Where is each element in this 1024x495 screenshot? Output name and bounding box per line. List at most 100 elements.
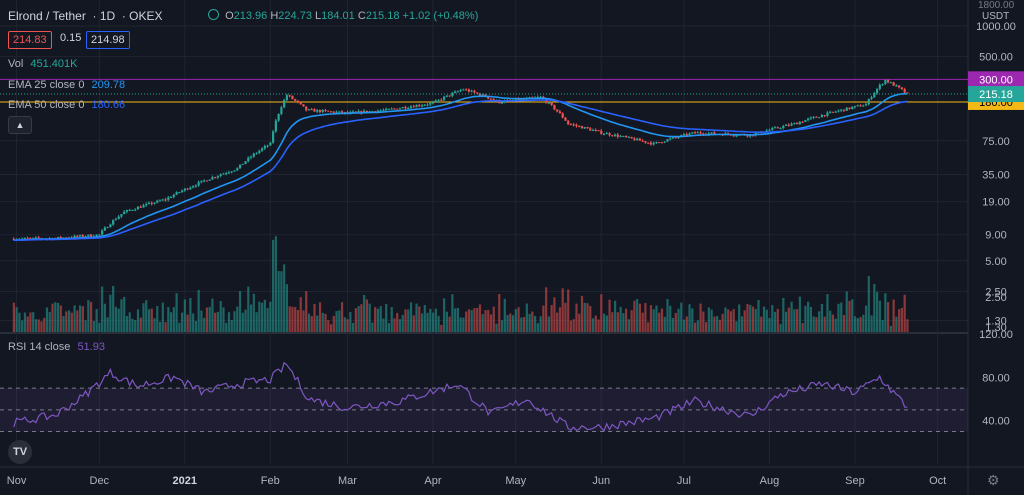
candle-body — [302, 104, 305, 107]
volume-bar — [511, 315, 515, 332]
volume-bar — [613, 300, 617, 332]
volume-bar — [200, 310, 203, 332]
candle-body — [214, 177, 217, 179]
candle-body — [164, 199, 167, 201]
candle-body — [638, 138, 642, 141]
candle-body — [732, 135, 735, 137]
candle-body — [608, 133, 611, 136]
candle-body — [600, 130, 603, 134]
candle-body — [820, 115, 824, 118]
volume-bar — [112, 285, 115, 332]
volume-bar — [285, 284, 289, 332]
volume-bar — [448, 316, 451, 332]
candle-body — [793, 123, 796, 125]
eye-icon[interactable] — [208, 9, 219, 20]
candle-body — [134, 209, 137, 211]
candle-body — [547, 102, 551, 104]
volume-bar — [768, 317, 771, 332]
volume-bar — [542, 305, 545, 332]
volume-bar — [360, 304, 363, 332]
volume-bar — [15, 307, 18, 332]
sell-price-button[interactable]: 214.83 — [8, 31, 52, 49]
candle-body — [109, 224, 112, 228]
symbol-title[interactable]: Elrond / Tether · 1D · OKEX — [8, 9, 163, 23]
candle-body — [203, 180, 206, 182]
ema50-legend[interactable]: EMA 50 close 0 180.66 — [8, 99, 125, 111]
candle-body — [677, 137, 680, 139]
candle-body — [291, 95, 294, 100]
volume-bar — [900, 307, 904, 332]
candle-body — [200, 180, 203, 183]
volume-bar — [67, 310, 71, 332]
volume-bar — [274, 236, 277, 332]
candle-body — [189, 187, 192, 190]
volume-bar — [713, 316, 716, 332]
candle-body — [285, 95, 289, 100]
candle-body — [161, 199, 164, 201]
volume-bar — [779, 324, 782, 332]
price-axis-label: 1000.00 — [976, 21, 1016, 33]
candle-body — [324, 110, 327, 112]
candle-body — [476, 92, 479, 94]
volume-bar — [867, 276, 870, 332]
volume-legend[interactable]: Vol 451.401K — [8, 58, 77, 70]
candle-body — [329, 111, 333, 113]
volume-bar — [517, 307, 520, 332]
volume-bar — [335, 311, 338, 332]
candle-body — [90, 234, 93, 237]
volume-bar — [611, 312, 614, 332]
time-axis-label: Dec — [90, 475, 110, 487]
candle-body — [172, 194, 175, 198]
candle-body — [481, 94, 484, 96]
volume-bar — [536, 323, 539, 332]
volume-bar — [500, 320, 504, 332]
candle-body — [379, 110, 382, 112]
candle-body — [269, 142, 272, 146]
candle-body — [644, 141, 647, 143]
candle-body — [867, 98, 870, 105]
tradingview-logo[interactable]: TV — [8, 440, 32, 464]
candle-body — [371, 111, 374, 113]
last-price-box — [968, 86, 1024, 103]
buy-price-button[interactable]: 214.98 — [86, 31, 130, 49]
candle-body — [236, 168, 239, 171]
candle-body — [26, 237, 29, 239]
gear-icon[interactable]: ⚙ — [987, 472, 1000, 488]
volume-bar — [550, 305, 553, 332]
ema25-value: 209.78 — [91, 79, 126, 91]
volume-bar — [313, 304, 316, 332]
volume-bar — [18, 312, 21, 332]
candle-body — [404, 107, 407, 109]
volume-bar — [103, 303, 106, 332]
volume-bar — [478, 304, 482, 332]
symbol-name: Elrond / Tether — [8, 9, 86, 23]
chevron-up-icon[interactable]: ▲ — [8, 116, 32, 134]
candle-body — [834, 111, 837, 113]
candle-body — [354, 111, 357, 113]
candle-body — [316, 110, 319, 112]
candle-body — [178, 192, 181, 194]
candle-body — [768, 129, 771, 131]
volume-bar — [487, 309, 490, 332]
volume-bar — [842, 315, 846, 332]
volume-bar — [186, 314, 189, 332]
volume-bar — [898, 309, 901, 332]
close-value: 215.18 — [365, 10, 400, 22]
volume-bar — [211, 298, 214, 332]
volume-bar — [343, 317, 346, 332]
rsi-legend[interactable]: RSI 14 close 51.93 — [8, 341, 105, 353]
candle-body — [211, 177, 214, 180]
volume-bar — [492, 306, 495, 332]
candle-body — [451, 92, 454, 96]
volume-bar — [73, 305, 76, 332]
volume-bar — [43, 317, 46, 332]
volume-bar — [45, 307, 49, 332]
volume-bar — [216, 311, 220, 332]
time-axis-label: Apr — [424, 475, 441, 487]
candle-body — [32, 237, 35, 239]
volume-bar — [520, 317, 523, 332]
ema25-legend[interactable]: EMA 25 close 0 209.78 — [8, 79, 125, 91]
candle-body — [112, 220, 115, 225]
candle-body — [713, 132, 716, 134]
